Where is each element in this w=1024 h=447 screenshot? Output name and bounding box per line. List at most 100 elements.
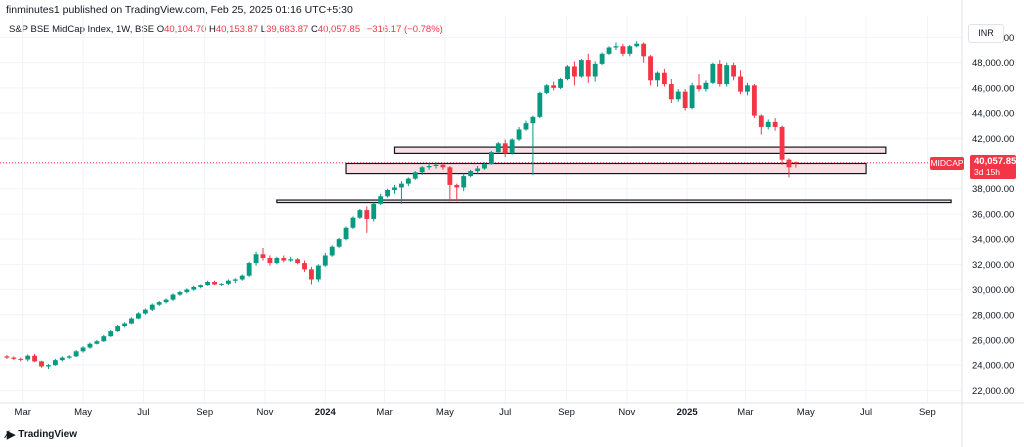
candle-body <box>599 53 605 64</box>
candle-body <box>765 121 771 127</box>
y-tick-label: 24,000.00 <box>972 361 1014 372</box>
candle-body <box>509 139 515 154</box>
last-price-value: 40,057.85 <box>974 155 1017 167</box>
candle-body <box>738 76 743 92</box>
candle-body <box>419 167 425 173</box>
candles <box>4 41 799 369</box>
candle-body <box>482 164 487 169</box>
candle-body <box>516 129 522 140</box>
candle-body <box>295 259 301 264</box>
price-axis[interactable]: 22,000.00 24,000.00 26,000.00 28,000.00 30,0… <box>961 0 1014 447</box>
candle-body <box>239 275 245 280</box>
y-tick-label: 30,000.00 <box>972 285 1014 296</box>
candle-body <box>371 203 377 219</box>
candle-body <box>731 65 737 77</box>
candle-body <box>32 355 38 362</box>
candle-body <box>565 66 570 80</box>
candle-body <box>25 355 31 360</box>
candle-body <box>717 63 723 85</box>
candle-body <box>329 246 335 256</box>
currency-label[interactable]: INR <box>968 24 1004 43</box>
x-tick-label: Mar <box>737 407 753 418</box>
candle-body <box>502 143 508 154</box>
candle-body <box>267 258 273 264</box>
candle-body <box>786 159 792 168</box>
candle-body <box>198 285 204 288</box>
candle-body <box>336 239 342 247</box>
candle-body <box>461 176 467 188</box>
candle-body <box>530 116 536 124</box>
support-zone <box>345 162 867 175</box>
candle-body <box>149 304 155 310</box>
legend-change: −316.17 (−0.78%) <box>366 24 443 35</box>
candle-body <box>212 281 217 285</box>
candle-body <box>606 47 612 54</box>
y-tick-label: 44,000.00 <box>972 109 1014 120</box>
candle-body <box>309 269 314 280</box>
candle-body <box>184 289 190 293</box>
candle-body <box>191 287 197 290</box>
candle-body <box>392 187 397 190</box>
candle-body <box>661 72 667 85</box>
candle-body <box>232 279 238 281</box>
candle-body <box>135 313 141 319</box>
candle-body <box>613 46 619 48</box>
candle-body <box>537 92 543 117</box>
x-tick-label: Jul <box>137 407 149 418</box>
x-tick-label: Mar <box>376 407 392 418</box>
symbol-legend: S&P BSE MidCap Index, 1W, BSE O40,104.70… <box>9 24 443 35</box>
candle-body <box>122 323 127 327</box>
candle-body <box>281 258 287 261</box>
candle-body <box>682 91 688 109</box>
candle-body <box>246 263 252 276</box>
candle-body <box>260 254 266 259</box>
support-zone <box>393 146 887 155</box>
candle-body <box>398 183 404 188</box>
x-tick-label: May <box>436 407 454 418</box>
candle-body <box>11 357 17 359</box>
candle-body <box>751 85 757 116</box>
y-tick-label: 22,000.00 <box>972 386 1014 397</box>
candle-body <box>440 164 446 168</box>
candle-body <box>689 85 695 109</box>
candle-body <box>433 164 439 167</box>
legend-close-label: C <box>310 24 318 35</box>
y-tick-label: 46,000.00 <box>972 83 1014 94</box>
y-tick-label: 36,000.00 <box>972 209 1014 220</box>
candle-body <box>745 85 750 92</box>
candle-body <box>592 63 598 77</box>
candle-body <box>627 46 633 54</box>
y-tick-label: 26,000.00 <box>972 335 1014 346</box>
x-tick-label: Mar <box>15 407 31 418</box>
candle-body <box>544 85 550 93</box>
candle-body <box>322 255 328 266</box>
y-tick-label: 48,000.00 <box>972 58 1014 69</box>
candle-body <box>225 280 231 284</box>
candle-body <box>710 63 716 83</box>
candle-body <box>793 162 799 164</box>
candle-body <box>724 65 730 85</box>
candle-body <box>454 184 460 188</box>
candle-body <box>696 85 702 90</box>
candle-body <box>87 343 93 348</box>
candle-body <box>205 281 211 286</box>
y-tick-label: 28,000.00 <box>972 310 1014 321</box>
candle-body <box>572 66 577 77</box>
candle-body <box>219 283 224 285</box>
legend-high: 40,153.87 <box>215 24 259 35</box>
candle-body <box>523 123 529 130</box>
time-axis[interactable]: Mar May Jul Sep Nov 2024 Mar May Jul Sep Nov 2025 Ma… <box>0 402 1024 418</box>
candle-body <box>585 60 591 77</box>
candle-body <box>94 341 100 344</box>
legend-low: 39,683.87 <box>266 24 309 35</box>
last-price-tag: 40,057.85 3d 15h <box>970 154 1017 179</box>
y-tick-label: 42,000.00 <box>972 134 1014 145</box>
tradingview-brand: TradingView <box>18 429 78 440</box>
candle-body <box>302 263 307 270</box>
candle-body <box>641 43 647 57</box>
tradingview-logo[interactable]: ⁄▶ TradingView <box>6 428 77 441</box>
candle-body <box>551 85 557 88</box>
candle-body <box>578 60 584 77</box>
x-tick-label: Sep <box>196 407 213 418</box>
